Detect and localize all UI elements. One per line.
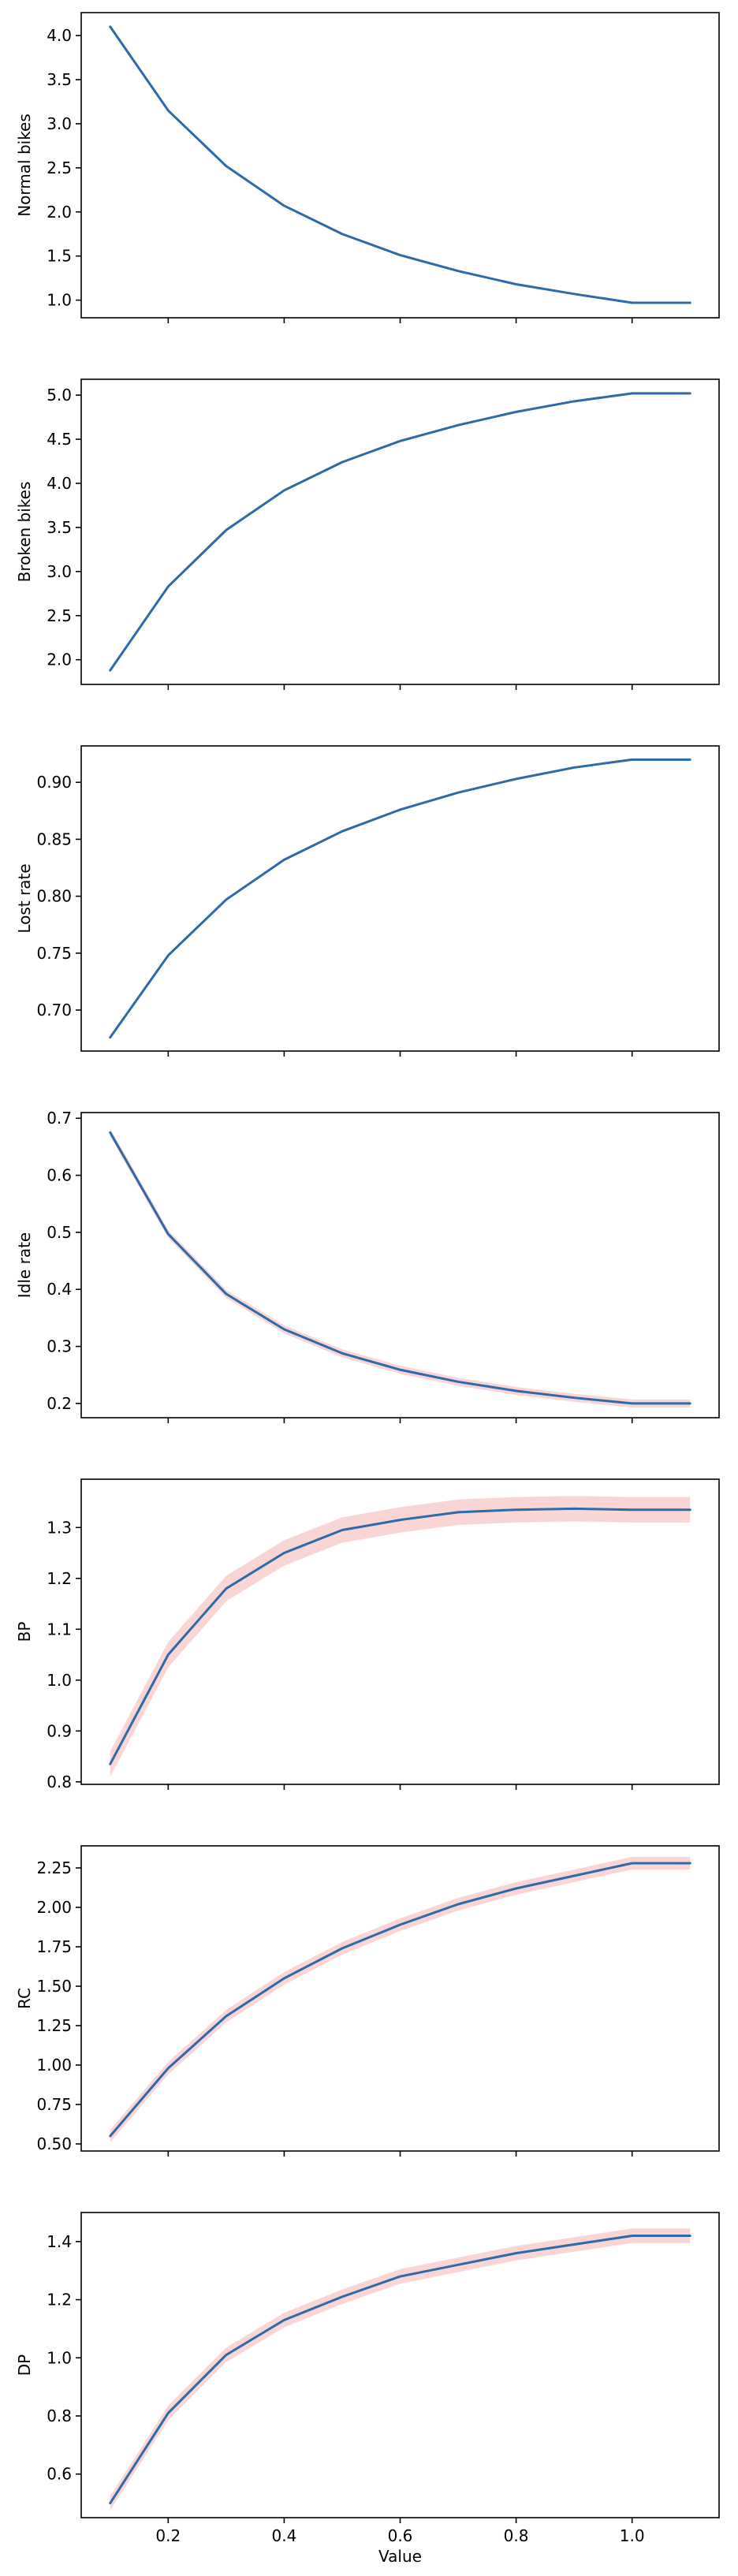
confidence-band [110, 1128, 691, 1407]
y-tick-label: 0.85 [36, 829, 72, 848]
y-tick-label: 2.0 [47, 203, 72, 222]
y-tick-label: 3.0 [47, 114, 72, 133]
y-tick-label: 0.90 [36, 773, 72, 792]
y-tick-label: 0.7 [47, 1109, 72, 1128]
y-axis-label: Idle rate [15, 1232, 34, 1298]
y-tick-label: 1.0 [47, 2348, 72, 2367]
axes-frame [80, 378, 720, 685]
y-tick-label: 0.9 [47, 1721, 72, 1740]
y-tick-label: 0.8 [47, 2406, 72, 2425]
y-tick-label: 1.25 [36, 2016, 72, 2035]
x-axis-label: Value [378, 2547, 422, 2566]
y-tick-label: 1.5 [47, 247, 72, 266]
y-tick-label: 0.75 [36, 944, 72, 963]
y-tick-label: 0.70 [36, 1001, 72, 1020]
axes-frame [80, 12, 720, 319]
y-tick-label: 0.4 [47, 1280, 72, 1299]
subplot-1: 1.0 1.5 2.0 2.5 3.0 3.5 4.0 Normal bikes [15, 12, 720, 323]
y-axis-label: Broken bikes [15, 482, 34, 583]
series-line [109, 1131, 691, 1405]
subplot-2: 2.0 2.5 3.0 3.5 4.0 4.5 5.0 Broken bikes [15, 378, 720, 690]
series-line [109, 1862, 691, 2138]
confidence-band [110, 1857, 691, 2142]
y-tick-label: 0.6 [47, 2465, 72, 2484]
y-tick-label: 2.5 [47, 606, 72, 625]
y-tick-label: 2.00 [36, 1898, 72, 1917]
y-tick-label: 0.5 [47, 1223, 72, 1242]
y-tick-label: 2.25 [36, 1858, 72, 1877]
y-tick-label: 0.80 [36, 887, 72, 906]
x-tick-label: 0.6 [388, 2526, 413, 2545]
series-line [109, 25, 691, 304]
subplot-7: 0.6 0.8 1.0 1.2 1.4 0.2 0.4 0.6 0.8 1.0 DP Value [15, 2212, 720, 2566]
y-axis-label: BP [15, 1622, 34, 1642]
y-tick-label: 1.3 [47, 1518, 72, 1537]
axes-frame [80, 2212, 720, 2518]
y-tick-label: 0.3 [47, 1337, 72, 1356]
axes-frame [80, 745, 720, 1052]
y-tick-label: 0.75 [36, 2095, 72, 2114]
y-tick-label: 0.6 [47, 1166, 72, 1185]
y-axis-label: DP [15, 2354, 34, 2376]
y-tick-label: 4.5 [47, 430, 72, 449]
y-tick-label: 1.2 [47, 1569, 72, 1588]
x-tick-label: 1.0 [620, 2526, 645, 2545]
subplot-5: 0.8 0.9 1.0 1.1 1.2 1.3 BP [15, 1478, 720, 1791]
y-axis-label: Normal bikes [15, 114, 34, 217]
subplot-6: 0.50 0.75 1.00 1.25 1.50 1.75 2.00 2.25 RC [15, 1845, 720, 2157]
y-tick-label: 1.1 [47, 1620, 72, 1638]
y-tick-label: 1.0 [47, 291, 72, 310]
axes-frame [80, 1845, 720, 2152]
y-tick-label: 1.0 [47, 1671, 72, 1690]
y-tick-label: 2.5 [47, 158, 72, 177]
y-tick-label: 1.4 [47, 2232, 72, 2251]
y-tick-label: 3.5 [47, 518, 72, 537]
y-tick-label: 1.50 [36, 1977, 72, 1996]
y-tick-label: 4.0 [47, 474, 72, 493]
y-axis-label: Lost rate [15, 863, 34, 933]
y-tick-label: 1.2 [47, 2291, 72, 2309]
confidence-band [110, 1496, 691, 1777]
x-tick-label: 0.8 [504, 2526, 529, 2545]
series-line [109, 392, 691, 672]
y-tick-label: 4.0 [47, 26, 72, 45]
x-tick-label: 0.2 [155, 2526, 181, 2545]
confidence-band [110, 2228, 691, 2511]
y-tick-label: 0.50 [36, 2134, 72, 2153]
subplot-4: 0.2 0.3 0.4 0.5 0.6 0.7 Idle rate [15, 1109, 720, 1423]
y-tick-label: 1.00 [36, 2056, 72, 2075]
y-tick-label: 0.8 [47, 1773, 72, 1791]
subplot-3: 0.70 0.75 0.80 0.85 0.90 Lost rate [15, 745, 720, 1057]
series-line [109, 758, 691, 1039]
series-line [109, 2234, 691, 2505]
x-tick-label: 0.4 [272, 2526, 297, 2545]
y-tick-label: 0.2 [47, 1394, 72, 1413]
y-tick-label: 2.0 [47, 651, 72, 669]
y-tick-label: 1.75 [36, 1937, 72, 1956]
y-tick-label: 3.0 [47, 562, 72, 581]
y-tick-label: 3.5 [47, 70, 72, 89]
y-axis-label: RC [15, 1988, 34, 2009]
series-line [109, 1507, 691, 1765]
y-tick-label: 5.0 [47, 386, 72, 404]
